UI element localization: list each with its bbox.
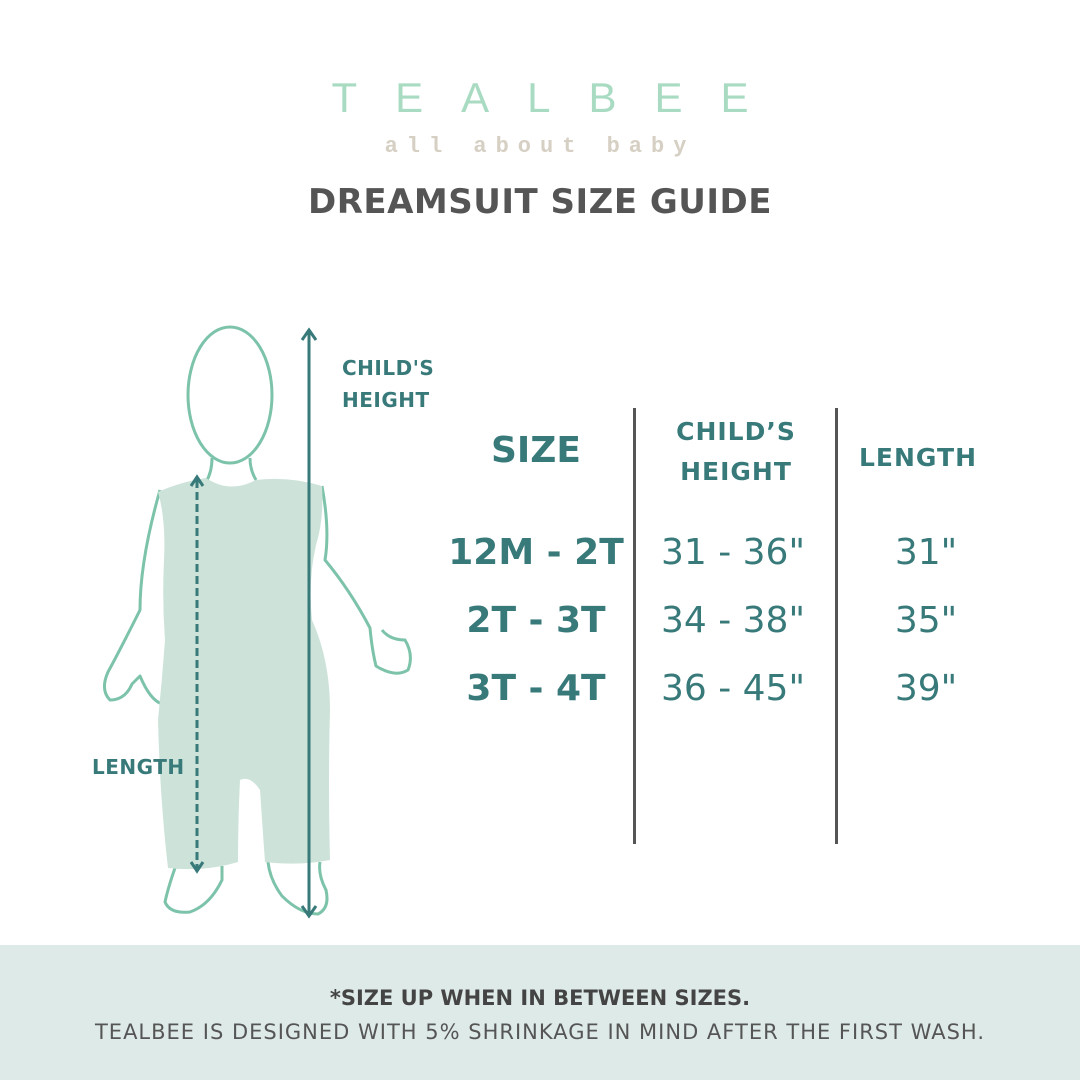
- length-cell: 39": [894, 668, 958, 709]
- height-cell: 31 - 36": [660, 532, 806, 573]
- length-label: LENGTH: [92, 755, 185, 779]
- height-arrow: [300, 327, 318, 919]
- left-foot-outline: [163, 866, 224, 914]
- table-divider: [633, 408, 636, 844]
- brand-logo: TEALBEE: [331, 74, 787, 121]
- child-height-label-line2: HEIGHT: [342, 388, 430, 412]
- shrinkage-note: TEALBEE IS DESIGNED WITH 5% SHRINKAGE IN…: [94, 1020, 986, 1044]
- length-cell: 35": [894, 600, 958, 641]
- child-height-label: CHILD'S HEIGHT: [342, 352, 434, 416]
- header-child-height-line1: CHILD’S: [676, 417, 796, 446]
- header-length: LENGTH: [859, 443, 977, 472]
- length-cell: 31": [894, 532, 958, 573]
- header-child-height-line2: HEIGHT: [680, 457, 792, 486]
- dreamsuit-body: [158, 478, 330, 870]
- header-size: SIZE: [490, 430, 582, 471]
- size-cell: 2T - 3T: [466, 600, 606, 641]
- height-cell: 36 - 45": [660, 668, 806, 709]
- head-outline: [186, 325, 274, 465]
- right-foot-outline: [266, 861, 329, 916]
- height-cell: 34 - 38": [660, 600, 806, 641]
- left-arm-outline: [103, 489, 163, 706]
- size-up-note: *SIZE UP WHEN IN BETWEEN SIZES.: [329, 986, 751, 1010]
- length-arrow: [189, 474, 205, 874]
- size-cell: 12M - 2T: [448, 532, 624, 573]
- size-cell: 3T - 4T: [466, 668, 606, 709]
- header-child-height: CHILD’S HEIGHT: [636, 412, 836, 492]
- brand-tagline: all about baby: [384, 134, 696, 159]
- right-arm-outline: [320, 485, 412, 675]
- footer-band: [0, 945, 1080, 1080]
- table-divider: [835, 408, 838, 844]
- child-height-label-line1: CHILD'S: [342, 356, 435, 380]
- page-title: DREAMSUIT SIZE GUIDE: [307, 182, 773, 222]
